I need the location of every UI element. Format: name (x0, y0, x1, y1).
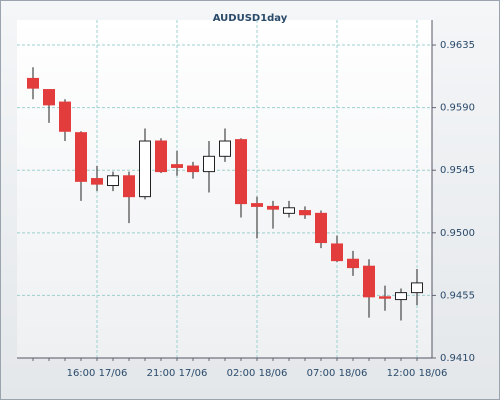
x-tick-label: 21:00 17/06 (147, 368, 208, 379)
y-tick-label: 0.9410 (440, 353, 475, 364)
candle-body (27, 77, 39, 89)
x-tick-label: 07:00 18/06 (307, 368, 368, 379)
candle-body (315, 212, 327, 244)
candle-body (43, 89, 55, 106)
y-tick-label: 0.9545 (440, 165, 475, 176)
candle-body (107, 175, 119, 187)
candle-body (251, 203, 263, 207)
y-tick-label: 0.9455 (440, 290, 475, 301)
candle-body (379, 296, 391, 299)
candle-body (411, 282, 423, 294)
candle-body (187, 165, 199, 173)
x-tick-label: 02:00 18/06 (227, 368, 288, 379)
candle-body (347, 258, 359, 269)
candle-body (395, 292, 407, 301)
x-tick-label: 16:00 17/06 (67, 368, 128, 379)
y-tick-label: 0.9500 (440, 228, 475, 239)
candle-body (171, 164, 183, 168)
candle-body (299, 210, 311, 216)
candle-body (75, 132, 87, 182)
plot-area (17, 20, 432, 358)
candle-body (235, 139, 247, 205)
candle-body (331, 243, 343, 262)
y-tick-label: 0.9635 (440, 40, 475, 51)
candle-body (139, 140, 151, 198)
candle-body (363, 265, 375, 298)
candle-body (219, 140, 231, 157)
candle-body (59, 101, 71, 132)
candle-body (123, 175, 135, 198)
candle-body (267, 205, 279, 210)
candle-body (91, 178, 103, 185)
chart-title: AUDUSD1day (213, 13, 288, 24)
x-tick-label: 12:00 18/06 (387, 368, 448, 379)
y-tick-label: 0.9590 (440, 103, 475, 114)
candle-body (155, 140, 167, 173)
candle-body (203, 155, 215, 173)
candle-body (283, 207, 295, 214)
